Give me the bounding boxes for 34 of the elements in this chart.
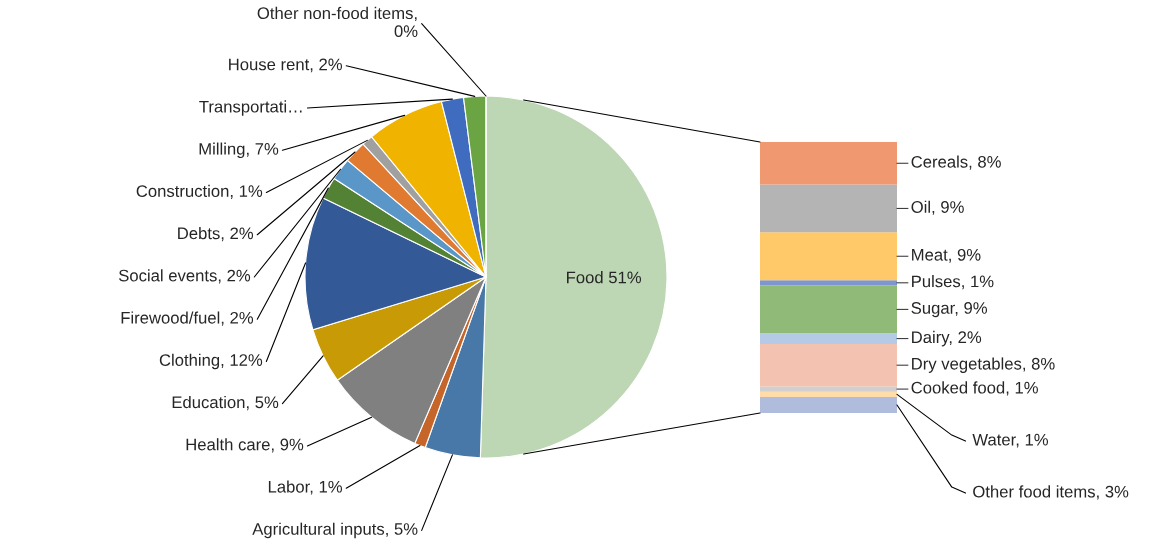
- data-label: Dry vegetables, 8%: [912, 357, 1055, 373]
- slice-label: Labor, 1%: [268, 480, 343, 495]
- slice-label: Debts, 2%: [178, 227, 254, 242]
- slice-label: House rent, 2%: [229, 58, 343, 73]
- bar: [760, 280, 897, 286]
- bar: [760, 397, 897, 413]
- slice-label: Construction, 1%: [136, 184, 263, 199]
- slice-label: Agricultural inputs, 5%: [252, 522, 418, 539]
- data-label: Water, 1%: [972, 433, 1049, 448]
- data-label: Sugar, 9%: [911, 302, 988, 318]
- bar: [760, 285, 897, 334]
- bar: [760, 184, 897, 233]
- slice-label: Health care, 9%: [186, 438, 304, 453]
- data-label: Cooked food, 1%: [911, 381, 1038, 396]
- slice-label: Social events, 2%: [118, 269, 251, 284]
- bar: [760, 232, 897, 281]
- data-label: Cereals, 8%: [911, 155, 1001, 170]
- bar: [760, 386, 897, 392]
- data-label: Other food items, 3%: [973, 485, 1129, 500]
- data-label: Meat, 9%: [912, 248, 981, 263]
- category-label: Other non-food items, 0%: [257, 6, 418, 38]
- bar: [760, 391, 897, 398]
- slice-label: Education, 5%: [172, 395, 279, 411]
- data-label: Pulses, 1%: [912, 275, 994, 290]
- bar: [760, 343, 897, 387]
- slice-label: Food 51%: [567, 271, 642, 284]
- slice-label: Firewood/fuel, 2%: [121, 311, 254, 326]
- slice-label: Milling, 7%: [199, 142, 279, 159]
- slice-label: Clothing, 12%: [159, 353, 263, 370]
- slice-label: Transportati…: [199, 100, 302, 116]
- data-label: Oil, 9%: [911, 200, 964, 215]
- bar: [760, 333, 897, 344]
- data-label: Dairy, 2%: [912, 330, 982, 347]
- bar: [760, 142, 897, 185]
